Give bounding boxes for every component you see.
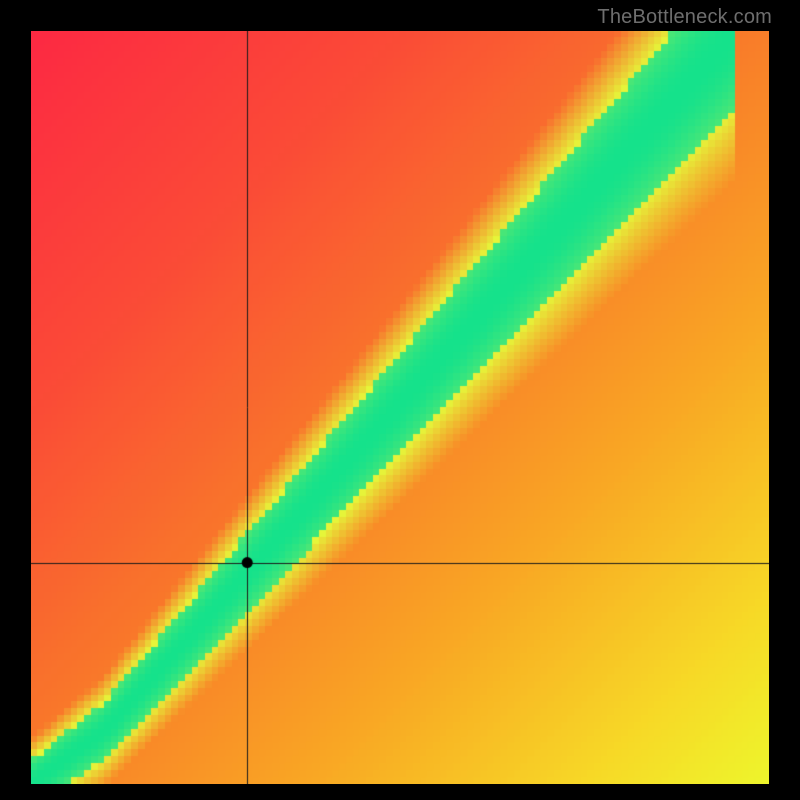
watermark-text: TheBottleneck.com [597,6,772,29]
outer-frame: TheBottleneck.com [0,0,800,800]
bottleneck-heatmap [31,31,769,784]
